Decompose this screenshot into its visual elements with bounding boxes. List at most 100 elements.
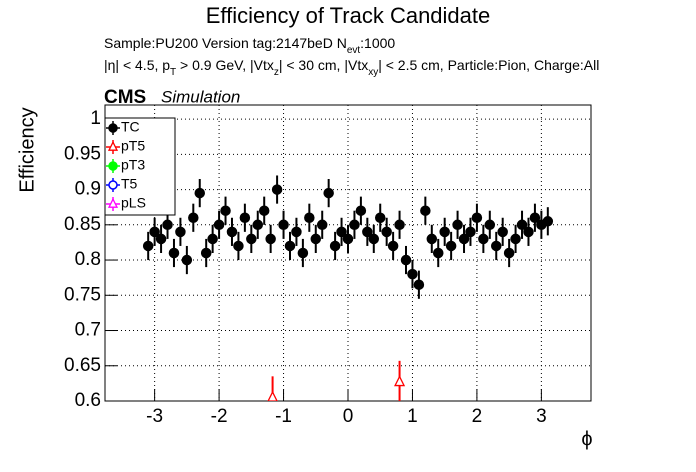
- x-axis-label: ϕ: [581, 428, 592, 450]
- data-point: [142, 240, 154, 252]
- subtitle-part: Sample:PU200 Version tag:2147beD N: [104, 35, 347, 51]
- data-point: [420, 205, 431, 216]
- data-point: [336, 226, 347, 238]
- data-point: [523, 226, 534, 238]
- y-tick-label: 0.95: [64, 143, 101, 164]
- x-tick-label: 0: [343, 406, 354, 427]
- legend-label: TC: [121, 119, 140, 135]
- data-point: [168, 247, 180, 259]
- subscript: z: [274, 67, 279, 78]
- legend-label: pT5: [121, 138, 145, 154]
- data-point: [278, 219, 289, 231]
- data-point: [194, 187, 206, 199]
- data-point: [439, 226, 450, 238]
- y-tick-label: 0.85: [64, 214, 101, 235]
- subtitle: Sample:PU200 Version tag:2147beD Nevt:10…: [104, 35, 395, 56]
- data-point: [529, 212, 541, 224]
- data-point: [213, 219, 225, 231]
- data-point: [200, 247, 212, 259]
- data-point: [291, 226, 302, 238]
- data-point: [458, 233, 470, 245]
- data-point: [175, 226, 186, 238]
- data-point: [246, 233, 257, 245]
- data-point: [484, 219, 496, 231]
- data-point: [310, 233, 322, 245]
- data-point: [407, 268, 418, 280]
- data-point: [233, 240, 244, 252]
- legend-marker: [108, 180, 118, 190]
- subscript: evt: [347, 45, 361, 56]
- data-point: [342, 233, 354, 245]
- data-point: [362, 226, 373, 238]
- legend-marker: [107, 197, 119, 208]
- data-point: [510, 233, 521, 245]
- x-tick-label: -2: [211, 406, 228, 427]
- data-point: [381, 226, 392, 238]
- status-label: Simulation: [161, 87, 240, 106]
- x-tick-label: 2: [472, 406, 483, 427]
- data-point: [471, 212, 483, 224]
- data-point: [503, 247, 515, 259]
- data-point: [465, 226, 476, 238]
- subtitle-part: | < 30 cm, |Vtx: [279, 57, 368, 73]
- data-point: [387, 240, 399, 252]
- legend-label: pT3: [121, 157, 145, 173]
- y-tick-label: 0.8: [75, 249, 101, 270]
- y-axis-label: Efficiency: [16, 107, 38, 192]
- data-point: [258, 205, 270, 216]
- data-point: [284, 240, 296, 252]
- data-point: [445, 240, 457, 252]
- data-point: [368, 233, 380, 245]
- data-point: [542, 216, 554, 227]
- x-tick-label: -3: [146, 406, 163, 427]
- data-point: [355, 205, 367, 216]
- y-tick-label: 1: [90, 108, 101, 129]
- data-point: [252, 219, 264, 231]
- data-point: [413, 279, 425, 290]
- data-point: [452, 219, 463, 231]
- data-point: [394, 219, 405, 231]
- data-point: [490, 240, 502, 252]
- legend-marker: [108, 161, 118, 171]
- data-point: [267, 390, 278, 401]
- data-point: [329, 240, 341, 252]
- data-point: [297, 247, 309, 259]
- data-point: [207, 233, 218, 245]
- data-point: [155, 233, 167, 245]
- y-tick-label: 0.7: [75, 320, 101, 341]
- data-point: [349, 219, 360, 231]
- data-point: [226, 226, 238, 238]
- data-point: [316, 219, 328, 231]
- y-tick-label: 0.6: [75, 390, 101, 411]
- legend-label: pLS: [121, 195, 146, 211]
- subtitle-part: :1000: [360, 35, 395, 51]
- subtitle: |η| < 4.5, pT > 0.9 GeV, |Vtxz| < 30 cm,…: [104, 57, 599, 78]
- data-point: [265, 233, 276, 245]
- x-tick-label: 3: [536, 406, 547, 427]
- data-point: [181, 254, 193, 266]
- subscript: xy: [368, 67, 378, 78]
- legend-marker: [107, 140, 119, 151]
- data-point: [239, 212, 251, 224]
- data-point: [426, 233, 438, 245]
- data-point: [374, 212, 386, 224]
- data-point: [478, 233, 489, 245]
- subtitle-part: | < 2.5 cm, Particle:Pion, Charge:All: [378, 57, 599, 73]
- legend-label: T5: [121, 176, 138, 192]
- data-point: [432, 247, 444, 259]
- data-point: [271, 184, 283, 195]
- data-point: [220, 205, 231, 216]
- y-tick-label: 0.75: [64, 284, 101, 305]
- y-tick-label: 0.9: [75, 179, 101, 200]
- data-point: [304, 212, 315, 224]
- x-tick-label: -1: [275, 406, 292, 427]
- y-tick-label: 0.65: [64, 355, 101, 376]
- x-tick-label: 1: [407, 406, 418, 427]
- data-point: [188, 212, 199, 224]
- experiment-label: CMS: [104, 87, 146, 108]
- chart-title: Efficiency of Track Candidate: [206, 3, 491, 28]
- subscript: T: [170, 67, 176, 78]
- legend-marker: [108, 123, 118, 133]
- data-point: [323, 187, 334, 199]
